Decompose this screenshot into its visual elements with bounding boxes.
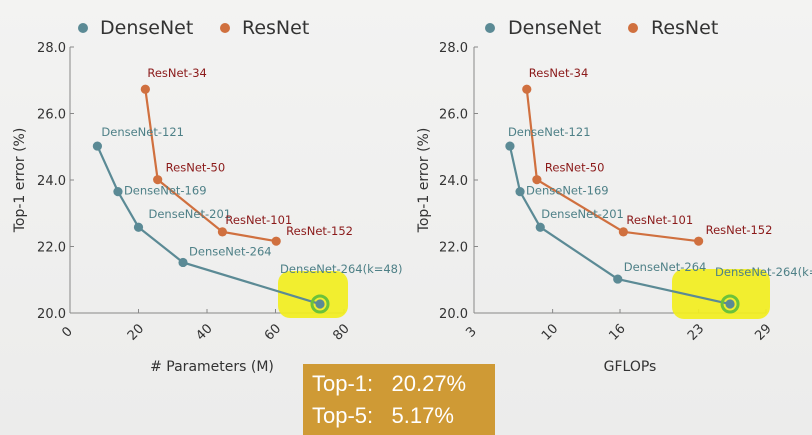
data-point-resnet bbox=[153, 175, 163, 185]
data-point-resnet bbox=[532, 175, 542, 185]
data-label: DenseNet-264 bbox=[624, 260, 707, 274]
highlight-ring bbox=[310, 294, 330, 314]
data-label: DenseNet-169 bbox=[124, 184, 207, 198]
top1-label: Top-1: bbox=[312, 371, 374, 396]
data-point-densenet bbox=[613, 274, 623, 284]
x-tick-label: 23 bbox=[685, 321, 707, 343]
y-axis-title: Top-1 error (%) bbox=[12, 128, 28, 234]
data-label: DenseNet-264(k=48) bbox=[280, 262, 402, 276]
y-tick-label: 26.0 bbox=[37, 108, 66, 123]
data-label: DenseNet-264(k=48) bbox=[715, 265, 812, 279]
series-line-resnet bbox=[525, 89, 699, 243]
top1-value: 20.27% bbox=[391, 371, 467, 396]
data-point-densenet bbox=[133, 222, 144, 232]
legend-label-densenet: DenseNet bbox=[508, 17, 601, 39]
chart-panel-params: 20.0 22.0 24.0 26.0 28.0 0 20 40 60 80 # Parameter… bbox=[12, 17, 403, 375]
legend-marker-densenet bbox=[485, 23, 495, 33]
legend-marker-densenet bbox=[78, 23, 88, 33]
legend-label-resnet: ResNet bbox=[651, 17, 718, 39]
x-tick-label: 16 bbox=[606, 321, 628, 343]
x-tick-label: 80 bbox=[330, 321, 352, 343]
y-tick-label: 28.0 bbox=[439, 41, 468, 56]
chart-panel-gflops: 20.0 22.0 24.0 26.0 28.0 3 10 16 23 29 GFLOPs Top-1… bbox=[416, 17, 812, 375]
data-point-densenet bbox=[725, 299, 735, 309]
x-tick-label: 3 bbox=[463, 324, 479, 340]
data-label: DenseNet-201 bbox=[541, 207, 624, 221]
data-label: DenseNet-121 bbox=[101, 125, 184, 139]
data-point-densenet bbox=[505, 141, 515, 151]
series-line-resnet bbox=[144, 89, 277, 243]
y-tick-label: 20.0 bbox=[439, 307, 468, 322]
data-point-resnet bbox=[271, 236, 281, 246]
y-tick-label: 26.0 bbox=[439, 108, 468, 123]
y-tick-label: 22.0 bbox=[37, 241, 66, 256]
data-label: ResNet-101 bbox=[225, 213, 292, 227]
x-tick-label: 20 bbox=[125, 321, 147, 343]
data-point-resnet bbox=[694, 236, 704, 246]
data-label: ResNet-34 bbox=[529, 66, 589, 80]
data-point-densenet bbox=[515, 187, 525, 197]
highlight-box bbox=[672, 269, 770, 319]
y-axis-title: Top-1 error (%) bbox=[416, 128, 432, 234]
data-label: ResNet-101 bbox=[626, 213, 693, 227]
x-tick-label: 60 bbox=[262, 321, 284, 343]
data-label: DenseNet-169 bbox=[526, 184, 609, 198]
data-label: DenseNet-121 bbox=[508, 125, 591, 139]
data-label: ResNet-50 bbox=[166, 161, 226, 175]
highlight-ring bbox=[720, 294, 740, 314]
data-label: DenseNet-264 bbox=[189, 244, 272, 258]
top5-value: 5.17% bbox=[391, 403, 454, 428]
result-box: Top-1: 20.27% Top-5: 5.17% bbox=[303, 364, 495, 435]
x-tick-label: 10 bbox=[539, 321, 561, 343]
y-tick-label: 20.0 bbox=[37, 307, 66, 322]
data-point-densenet bbox=[178, 257, 188, 268]
x-tick-label: 29 bbox=[752, 321, 774, 343]
y-tick-label: 28.0 bbox=[37, 41, 66, 56]
data-point-densenet bbox=[113, 187, 123, 197]
x-axis-title: # Parameters (M) bbox=[150, 359, 274, 375]
x-tick-label: 40 bbox=[193, 321, 215, 343]
data-point-resnet bbox=[618, 227, 628, 237]
top5-row: Top-5: 5.17% bbox=[312, 400, 495, 432]
data-point-densenet bbox=[92, 141, 102, 151]
data-point-resnet bbox=[522, 84, 532, 94]
top1-row: Top-1: 20.27% bbox=[312, 368, 495, 400]
y-tick-label: 22.0 bbox=[439, 241, 468, 256]
data-label: ResNet-152 bbox=[706, 223, 773, 237]
data-point-densenet bbox=[535, 222, 545, 232]
data-label: ResNet-34 bbox=[147, 66, 207, 80]
legend-label-resnet: ResNet bbox=[242, 17, 309, 39]
y-tick-label: 24.0 bbox=[37, 174, 66, 189]
data-label: ResNet-152 bbox=[286, 224, 353, 238]
y-tick-label: 24.0 bbox=[439, 174, 468, 189]
data-label: ResNet-50 bbox=[545, 161, 605, 175]
legend-marker-resnet bbox=[220, 23, 230, 33]
x-tick-label: 0 bbox=[59, 324, 75, 340]
x-axis-title: GFLOPs bbox=[604, 359, 657, 375]
top5-label: Top-5: bbox=[312, 403, 374, 428]
data-point-resnet bbox=[217, 227, 228, 237]
data-point-resnet bbox=[140, 84, 150, 94]
legend-marker-resnet bbox=[628, 23, 638, 33]
highlight-box bbox=[278, 271, 348, 318]
data-point-densenet bbox=[315, 299, 325, 309]
legend-label-densenet: DenseNet bbox=[100, 17, 193, 39]
data-label: DenseNet-201 bbox=[149, 207, 232, 221]
